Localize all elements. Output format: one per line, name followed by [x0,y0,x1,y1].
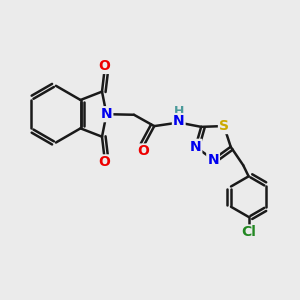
Text: O: O [137,145,149,158]
Text: O: O [98,59,110,73]
Text: N: N [101,107,112,121]
Text: N: N [207,153,219,166]
Text: S: S [219,119,229,133]
Text: Cl: Cl [241,226,256,239]
Text: N: N [190,140,201,154]
Text: H: H [174,105,184,118]
Text: O: O [98,155,110,170]
Text: N: N [173,114,184,128]
